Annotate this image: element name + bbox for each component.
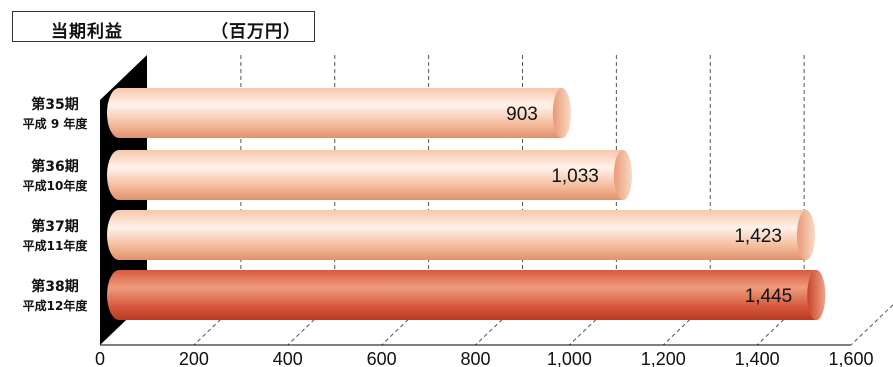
bar-end-cap [552,88,571,138]
x-tick-label: 800 [460,349,490,367]
category-label-year: 平成11年度 [23,238,89,253]
category-label-period: 第36期 [31,158,78,175]
chart-title-box: 当期利益 （百万円） [12,11,315,42]
category-label-year: 平成10年度 [23,178,89,193]
bar-value-label: 903 [506,104,538,125]
bar [107,150,632,200]
x-tick-label: 0 [95,349,105,367]
category-label-year: 平成12年度 [23,298,89,313]
bar-end-cap [807,270,826,320]
category-label-period: 第38期 [31,278,78,295]
bar-value-label: 1,033 [551,166,599,187]
x-tick-label: 1,600 [828,349,873,367]
bar-value-label: 1,445 [745,286,793,307]
bar-end-cap [796,210,815,260]
labels-layer: 0 200 400 600 800 1,000 1,200 1,400 1,600 903 第35期… [23,96,874,367]
bar [107,270,826,320]
x-tick-label: 1,000 [547,349,592,367]
bars-layer [107,88,826,320]
category-label-period: 第37期 [31,218,78,235]
category-label-period: 第35期 [31,96,78,113]
chart-title: 当期利益 [51,22,123,42]
bar-end-cap [613,150,632,200]
gridline-floor [850,304,893,346]
x-tick-label: 1,400 [735,349,780,367]
chart-unit: （百万円） [211,22,301,42]
x-tick-label: 600 [367,349,397,367]
bar [107,88,571,138]
x-tick-label: 1,200 [641,349,686,367]
x-tick-label: 400 [273,349,303,367]
category-label-year: 平成 9 年度 [23,116,89,131]
bar-value-label: 1,423 [734,226,782,247]
x-tick-label: 200 [179,349,209,367]
bar [107,210,815,260]
